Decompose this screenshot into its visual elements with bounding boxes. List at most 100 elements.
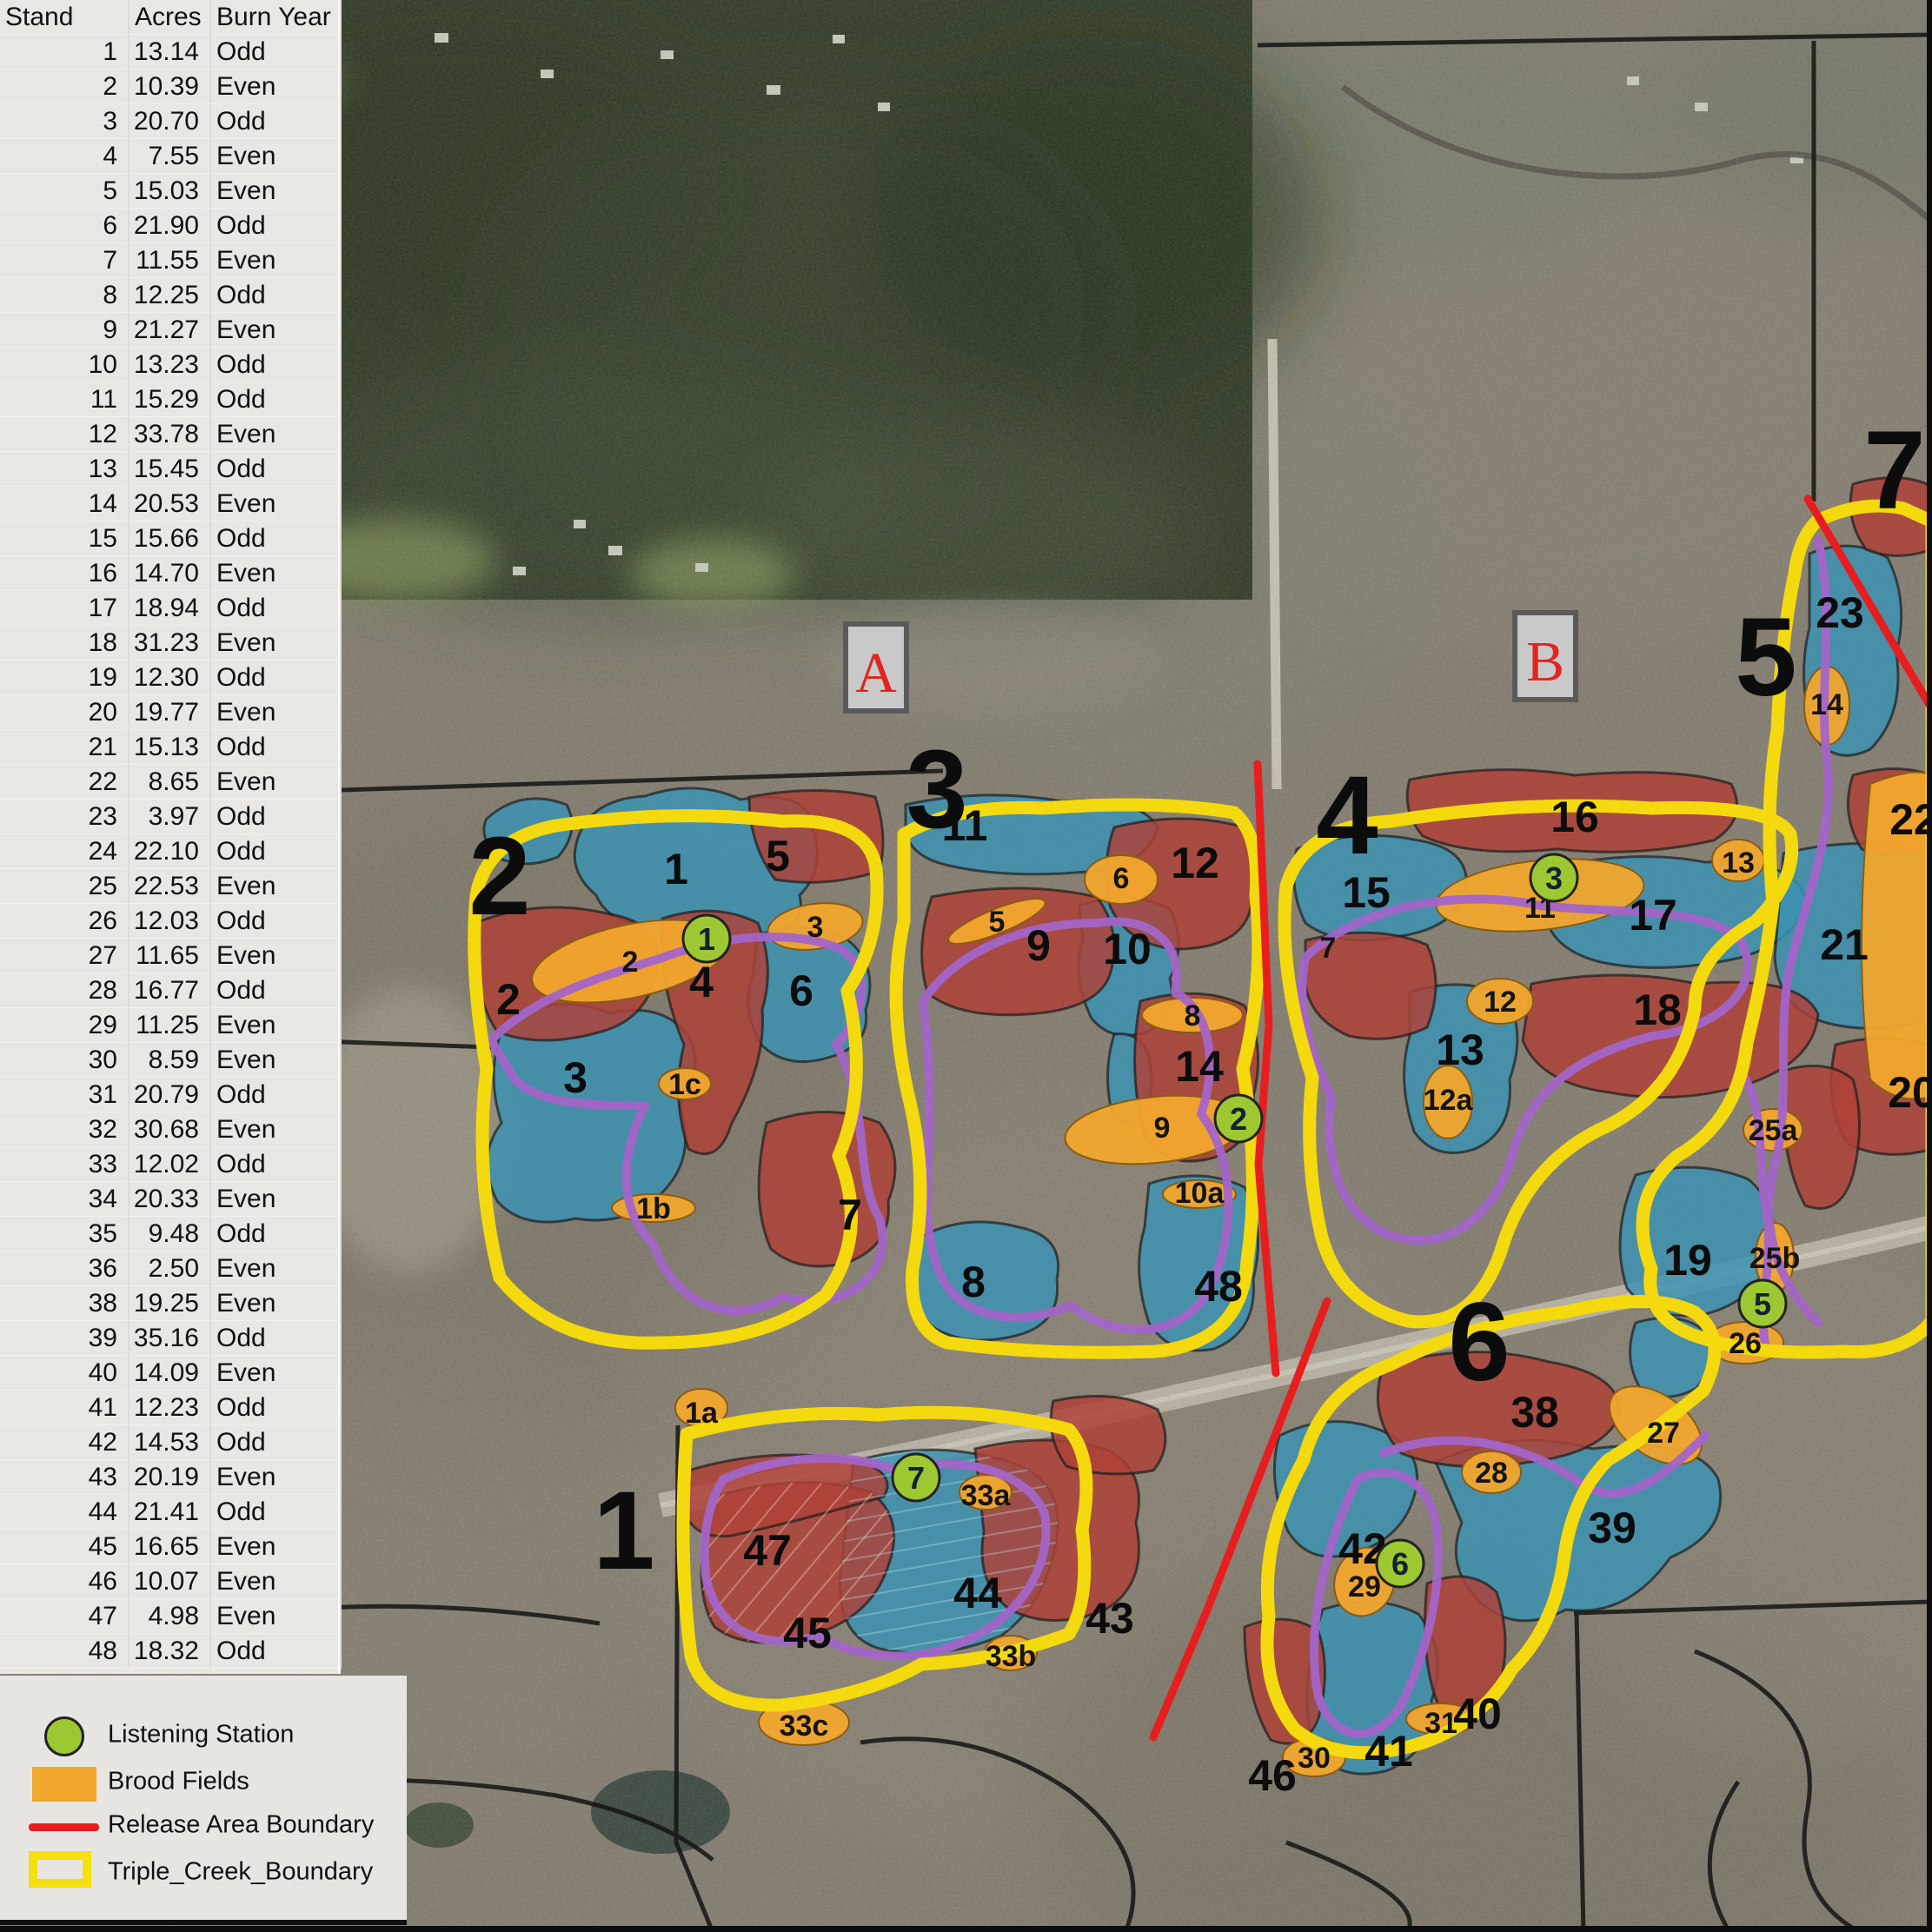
acres-cell: 13.23 xyxy=(129,347,211,382)
stand-cell: 15 xyxy=(0,521,129,556)
listening-station-icon xyxy=(44,1716,84,1756)
stand-label: 43 xyxy=(1086,1594,1134,1643)
table-row: 31 20.79 Odd xyxy=(0,1077,342,1112)
table-row: 14 20.53 Even xyxy=(0,486,342,521)
brood-field-label: 10a xyxy=(1175,1177,1225,1210)
stand-label: 39 xyxy=(1588,1504,1637,1552)
acres-cell: 20.19 xyxy=(129,1459,211,1495)
brood-field-label: 30 xyxy=(1298,1742,1331,1775)
acres-cell: 22.10 xyxy=(129,833,211,869)
stand-cell: 4 xyxy=(0,138,129,174)
stand-label: 14 xyxy=(1175,1042,1224,1091)
stand-label: 23 xyxy=(1816,588,1864,637)
burn-year-cell: Odd xyxy=(210,1320,342,1356)
burn-year-cell: Even xyxy=(210,138,342,174)
acres-cell: 12.25 xyxy=(129,277,211,313)
stand-cell: 18 xyxy=(0,625,129,661)
brood-field-label: 8 xyxy=(1185,999,1201,1032)
acres-cell: 20.70 xyxy=(129,103,211,139)
acres-cell: 9.48 xyxy=(129,1216,211,1251)
listening-station-marker xyxy=(891,1452,941,1503)
burn-year-cell: Even xyxy=(210,555,342,591)
stand-label: 7 xyxy=(838,1191,862,1239)
listening-station-number: 5 xyxy=(1754,1286,1771,1322)
stand-cell: 32 xyxy=(0,1112,129,1147)
acres-cell: 11.55 xyxy=(129,242,211,278)
acres-cell: 30.68 xyxy=(129,1112,211,1147)
stand-cell: 36 xyxy=(0,1251,129,1286)
stand-cell: 20 xyxy=(0,694,129,730)
stand-polygons xyxy=(473,476,1932,1776)
brood-field-label: 7 xyxy=(1320,932,1337,965)
burn-year-cell: Odd xyxy=(210,799,342,834)
burn-year-cell: Odd xyxy=(210,973,342,1008)
table-row: 20 19.77 Even xyxy=(0,694,342,730)
table-row: 44 21.41 Odd xyxy=(0,1494,342,1530)
table-row: 6 21.90 Odd xyxy=(0,208,342,243)
burn-year-cell: Odd xyxy=(210,1216,342,1251)
table-row: 33 12.02 Odd xyxy=(0,1146,342,1182)
stand-label: 9 xyxy=(1026,921,1051,970)
acres-cell: 31.23 xyxy=(129,625,211,661)
burn-year-cell: Even xyxy=(210,1007,342,1043)
stand-label: 5 xyxy=(766,832,790,880)
burn-year-cell: Odd xyxy=(210,34,342,70)
table-row: 39 35.16 Odd xyxy=(0,1320,342,1356)
brood-field-label: 5 xyxy=(989,906,1006,939)
stand-cell: 14 xyxy=(0,486,129,521)
table-header-row: Stand Acres Burn Year xyxy=(0,0,342,35)
burn-year-cell: Even xyxy=(210,1112,342,1147)
brood-field-label: 1c xyxy=(668,1068,701,1101)
table-row: 10 13.23 Odd xyxy=(0,347,342,382)
acres-cell: 11.25 xyxy=(129,1007,211,1043)
legend-panel: Listening Station Brood Fields Release A… xyxy=(0,1676,407,1925)
table-row: 2 10.39 Even xyxy=(0,69,342,104)
stand-label: 47 xyxy=(743,1526,792,1575)
legend-item-release-area-boundary: Release Area Boundary xyxy=(0,1799,407,1851)
table-row: 11 15.29 Odd xyxy=(0,382,342,417)
burn-year-cell: Odd xyxy=(210,1633,342,1669)
area-letter-box xyxy=(843,621,909,714)
stand-cell: 39 xyxy=(0,1320,129,1356)
listening-station-marker xyxy=(681,913,732,964)
table-row: 13 15.45 Odd xyxy=(0,451,342,487)
burn-year-cell: Odd xyxy=(210,277,342,313)
burn-year-cell: Odd xyxy=(210,451,342,487)
stand-cell: 16 xyxy=(0,555,129,591)
stand-cell: 44 xyxy=(0,1494,129,1530)
acres-cell: 15.45 xyxy=(129,451,211,487)
brood-field-label: 12 xyxy=(1484,986,1517,1019)
burn-year-cell: Even xyxy=(210,1285,342,1321)
stand-label: 21 xyxy=(1820,920,1869,969)
table-row: 41 12.23 Odd xyxy=(0,1390,342,1425)
burn-year-cell: Odd xyxy=(210,903,342,939)
acres-cell: 20.53 xyxy=(129,486,211,521)
legend-item-triple-creek-boundary: Triple_Creek_Boundary xyxy=(0,1846,407,1898)
acres-cell: 19.25 xyxy=(129,1285,211,1321)
brood-field-label: 28 xyxy=(1475,1457,1508,1490)
acres-cell: 35.16 xyxy=(129,1320,211,1356)
listening-station-number: 6 xyxy=(1391,1546,1409,1582)
table-row: 29 11.25 Even xyxy=(0,1007,342,1043)
acres-cell: 4.98 xyxy=(129,1598,211,1634)
acres-cell: 15.29 xyxy=(129,382,211,417)
area-letter: A xyxy=(855,641,897,705)
table-row: 15 15.66 Odd xyxy=(0,521,342,556)
stand-label: 1 xyxy=(664,845,688,893)
stand-cell: 25 xyxy=(0,868,129,904)
legend-label: Brood Fields xyxy=(108,1767,249,1796)
acres-cell: 8.65 xyxy=(129,764,211,800)
stand-cell: 7 xyxy=(0,242,129,278)
stand-label: 44 xyxy=(953,1569,1002,1617)
col-header-acres: Acres xyxy=(129,0,211,35)
table-row: 43 20.19 Even xyxy=(0,1459,342,1495)
legend-item-listening-station: Listening Station xyxy=(0,1709,407,1761)
stand-label: 8 xyxy=(961,1258,986,1306)
stand-cell: 22 xyxy=(0,764,129,800)
brood-field-label: 25a xyxy=(1749,1114,1799,1147)
section-number: 6 xyxy=(1448,1280,1510,1404)
stand-cell: 9 xyxy=(0,312,129,348)
burn-year-cell: Even xyxy=(210,1529,342,1564)
